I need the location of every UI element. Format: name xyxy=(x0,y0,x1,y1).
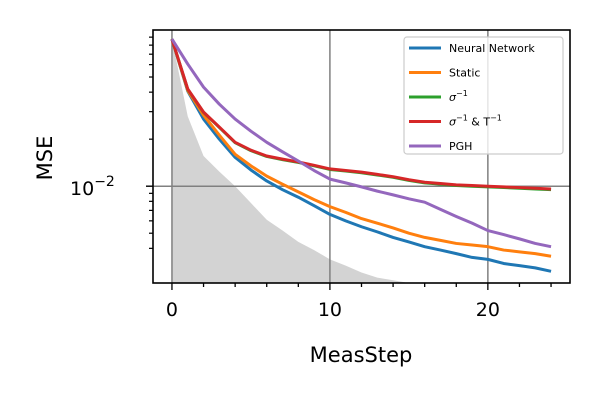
legend-label: σ−1 & T−1 xyxy=(449,114,502,129)
legend-label: σ−1 xyxy=(449,89,468,104)
shaded-area xyxy=(171,39,409,283)
series-line xyxy=(170,38,552,191)
shaded-area-group xyxy=(171,39,409,283)
legend-label: Neural Network xyxy=(449,42,535,55)
x-tick-label: 20 xyxy=(476,299,500,321)
series-lines xyxy=(170,38,552,273)
y-tick-base: 10 xyxy=(70,178,94,200)
x-tick-label: 0 xyxy=(166,299,178,321)
axis-ticks: 0 10 20 xyxy=(146,36,552,321)
x-axis-label: MeasStep xyxy=(310,343,413,367)
series-line xyxy=(170,38,552,273)
legend-label: PGH xyxy=(449,140,472,153)
y-axis-label: MSE xyxy=(33,136,57,181)
y-tick-exp: −2 xyxy=(94,174,115,190)
series-line xyxy=(170,38,552,249)
y-tick-label: 10−2 xyxy=(70,174,115,200)
legend: Neural Network Static σ−1 σ−1 & T−1 PGH xyxy=(403,36,564,155)
svg-text:10−2: 10−2 xyxy=(70,174,115,200)
legend-frame xyxy=(403,36,564,155)
series-line xyxy=(170,38,552,258)
x-tick-label: 10 xyxy=(318,299,342,321)
legend-label: Static xyxy=(449,67,480,80)
